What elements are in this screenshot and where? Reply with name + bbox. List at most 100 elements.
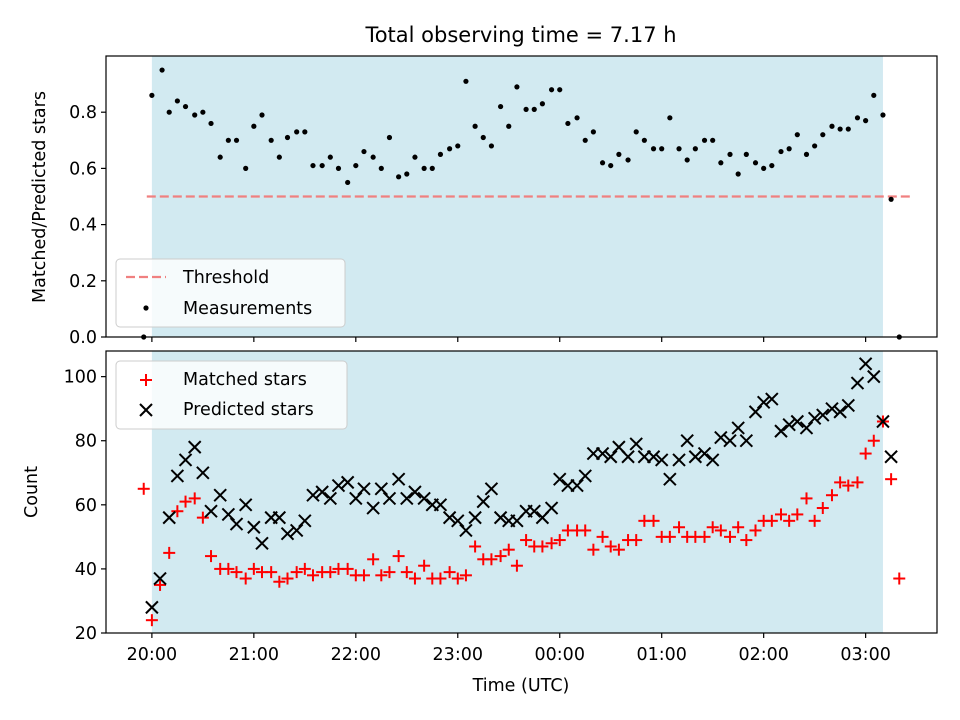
xtick-label: 20:00 — [127, 645, 177, 665]
predicted-star-point — [680, 434, 694, 448]
top-ytick-label: 0.0 — [69, 328, 97, 348]
measurement-point — [523, 106, 529, 112]
matched-star-point — [587, 543, 600, 556]
matched-star-point — [341, 562, 354, 575]
matched-star-point — [443, 566, 456, 579]
measurement-point — [676, 146, 682, 152]
predicted-star-point — [433, 498, 448, 512]
predicted-star-point — [280, 526, 295, 541]
predicted-star-point — [672, 453, 686, 467]
measurement-point — [803, 151, 810, 157]
measurement-point — [684, 157, 690, 163]
bottom-ytick-label: 60 — [75, 496, 97, 516]
matched-star-point — [698, 530, 711, 543]
measurement-point — [335, 165, 342, 171]
measurement-point — [437, 151, 444, 157]
matched-star-point — [842, 479, 855, 492]
matched-star-point — [298, 562, 311, 575]
predicted-star-point — [756, 395, 771, 409]
predicted-star-point — [204, 504, 218, 518]
matched-star-point — [612, 543, 625, 556]
matched-star-point — [706, 521, 719, 534]
measurement-point — [786, 146, 792, 152]
predicted-star-point — [723, 434, 737, 448]
predicted-star-point — [654, 453, 669, 467]
matched-star-point — [714, 524, 727, 537]
matched-star-point — [265, 566, 278, 579]
predicted-star-point — [884, 450, 898, 464]
measurement-point — [812, 143, 818, 149]
bottom-ytick-label: 40 — [75, 560, 97, 580]
predicted-star-point — [213, 488, 227, 502]
measurement-point — [514, 84, 520, 90]
matched-star-point — [383, 566, 396, 579]
legend-threshold-label: Threshold — [182, 268, 269, 288]
predicted-star-point — [774, 424, 788, 438]
measurement-point — [208, 120, 214, 127]
predicted-star-point — [544, 501, 559, 515]
measurement-point — [488, 143, 495, 149]
predicted-star-point — [162, 510, 176, 525]
xtick-label: 23:00 — [433, 645, 483, 665]
predicted-star-point — [238, 498, 253, 512]
measurement-point — [888, 196, 894, 202]
predicted-star-point — [357, 482, 371, 496]
measurement-point — [243, 165, 249, 171]
top-ytick-label: 0.2 — [69, 272, 97, 292]
predicted-star-point — [782, 417, 796, 432]
matched-star-point — [663, 530, 676, 543]
legend-measurements-label: Measurements — [183, 299, 312, 319]
matched-star-point — [520, 534, 533, 547]
measurement-point — [412, 154, 418, 160]
matched-star-point — [400, 566, 413, 579]
measurement-point — [370, 154, 376, 160]
measurement-point — [727, 151, 733, 157]
matched-star-point — [579, 524, 592, 537]
matched-star-point — [536, 540, 549, 553]
measurement-point — [608, 162, 614, 169]
top-panel: 0.00.20.40.60.8 Matched/Predicted stars … — [30, 55, 938, 348]
matched-star-point — [765, 514, 778, 527]
predicted-star-point — [417, 491, 431, 506]
measurement-point — [200, 109, 206, 115]
xtick-label: 00:00 — [535, 645, 585, 665]
measurement-point — [166, 109, 172, 115]
matched-star-point — [834, 476, 847, 489]
measurement-point — [327, 154, 333, 160]
matched-star-point — [783, 514, 796, 527]
measurement-point — [149, 92, 155, 98]
bottom-ytick-label: 80 — [75, 432, 97, 452]
measurement-point — [302, 129, 308, 135]
matched-star-point — [774, 508, 787, 521]
measurement-point — [174, 98, 180, 104]
matched-star-point — [273, 575, 286, 588]
measurement-point — [353, 162, 359, 169]
matched-star-point — [196, 511, 209, 524]
predicted-star-point — [570, 478, 584, 493]
predicted-star-point — [748, 405, 763, 419]
predicted-star-point — [221, 507, 236, 522]
matched-star-point — [392, 550, 405, 563]
matched-star-point — [154, 578, 167, 591]
predicted-star-point — [145, 600, 159, 615]
matched-star-point — [510, 559, 523, 572]
measurement-point — [752, 160, 759, 166]
predicted-star-point — [595, 446, 610, 461]
predicted-star-point — [663, 472, 677, 486]
measurement-point — [880, 112, 886, 118]
xtick-label: 21:00 — [229, 645, 279, 665]
matched-star-point — [418, 559, 431, 572]
predicted-star-point — [578, 469, 592, 483]
predicted-star-point — [841, 398, 855, 413]
matched-star-point — [239, 572, 252, 585]
measurement-point — [659, 146, 665, 152]
measurement-point — [820, 132, 826, 138]
measurement-point — [378, 165, 384, 171]
bottom-legend-box — [115, 360, 348, 430]
measurement-point — [574, 115, 580, 121]
measurement-point — [182, 103, 189, 110]
top-ytick-label: 0.8 — [69, 103, 97, 123]
predicted-star-point — [306, 488, 320, 502]
predicted-star-point — [196, 466, 210, 480]
matched-star-point — [163, 546, 176, 559]
